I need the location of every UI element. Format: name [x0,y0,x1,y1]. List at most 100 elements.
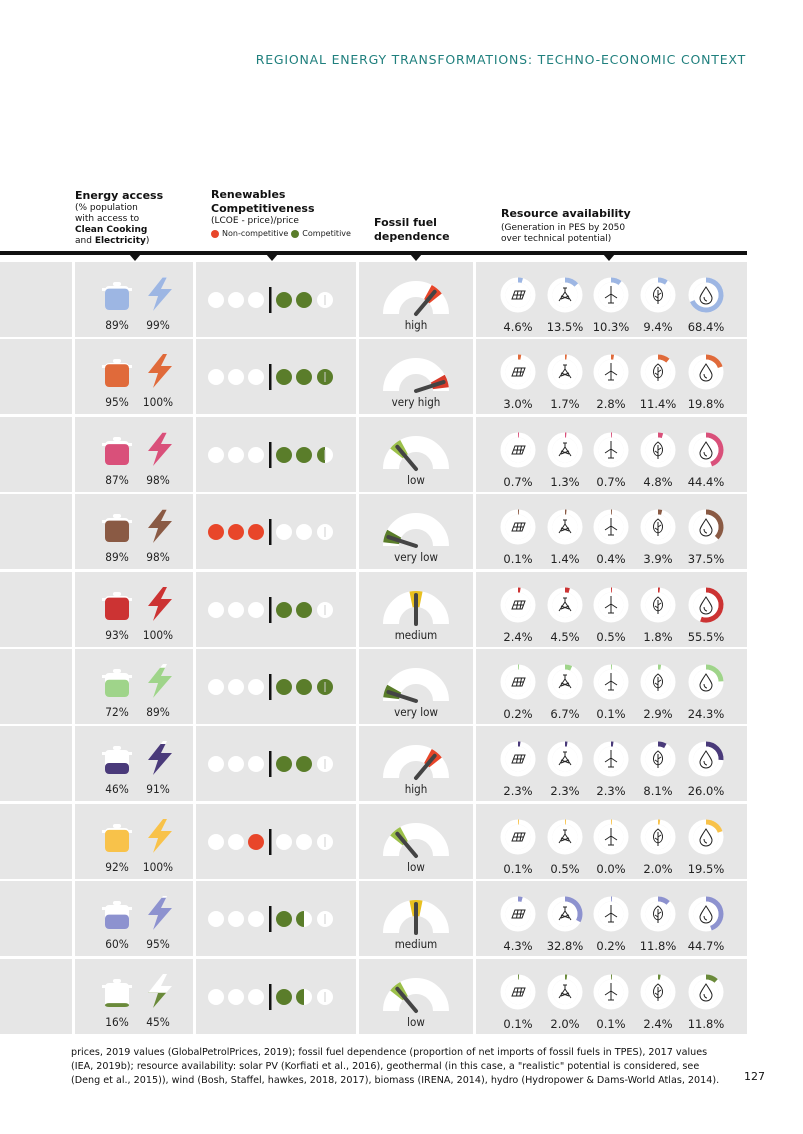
wind-turbine-icon [593,354,629,390]
competitive-dot [296,446,312,463]
competitive-dot [296,292,312,308]
resource-sub1: (Generation in PES by 2050 [501,223,626,233]
biomass-leaf-icon [640,664,676,700]
energy-access-sub6: ) [145,236,150,246]
table-row: 16% 45% low 0.1% 2.0% 0.1% 2.4% 11.8% [0,958,747,1034]
cooking-pot-icon [102,282,132,310]
resource-donuts: 4.6% 13.5% 10.3% 9.4% 68.4% [500,277,724,334]
cell-c0 [0,494,72,570]
cell-c4: 0.1% 2.0% 0.1% 2.4% 11.8% [476,958,747,1034]
cell-c0 [0,726,72,802]
resource-share-arc [517,277,523,284]
wind-turbine-icon [593,587,629,623]
resource-percent: 0.7% [503,475,532,489]
cell-c1: 89% 98% [75,494,193,570]
header-resource: Resource availability (Generation in PES… [501,207,631,245]
data-table: 89% 99% high 4.6% 13.5% 10.3% 9.4% 68.4% 95% 100%… [0,262,747,1036]
empty-dot [228,292,244,308]
resource-percent: 44.4% [688,475,725,489]
electricity-percent: 100% [142,627,174,642]
empty-dot [248,678,264,695]
resource-share-arc [689,277,724,313]
renewables-title2: Competitiveness [211,202,315,215]
hydro-drop-icon [688,819,724,855]
cooking-pot-icon [102,514,132,543]
energy-access-sub1: (% population [75,203,138,213]
solar-panel-icon [500,432,536,468]
cell-c1: 87% 98% [75,416,193,492]
dot-mark [324,759,326,770]
biomass-leaf-icon [640,974,676,1010]
cell-c2 [196,339,356,415]
cell-c2 [196,958,356,1034]
resource-share-arc [564,664,573,671]
resource-share-arc [700,587,724,623]
wind-turbine-icon [593,741,629,777]
cell-c0 [0,803,72,879]
cooking-percent: 95% [105,395,129,410]
resource-percent: 0.1% [503,862,532,876]
cooking-pot-icon [102,668,132,697]
empty-dot [248,292,264,308]
competitiveness-divider [269,828,272,855]
wind-turbine-icon [593,509,629,545]
fossil-dependence-label: medium [394,937,438,952]
cell-c1: 93% 100% [75,571,193,647]
energy-access-sub3: Clean Cooking [75,225,148,235]
fossil-dependence-label: low [407,472,425,487]
empty-dot [248,446,264,463]
resource-percent: 0.7% [596,475,625,489]
cell-c1: 16% 45% [75,958,193,1034]
resource-percent: 0.1% [596,707,625,721]
cooking-pot-icon [102,436,132,465]
competitiveness-dots [208,983,333,1010]
resource-percent: 2.3% [596,784,625,798]
competitiveness-dots [208,906,333,933]
resource-percent: 0.1% [596,1017,625,1031]
competitiveness-divider [269,983,272,1010]
geothermal-icon [547,896,583,932]
cell-c3: low [359,803,473,879]
cooking-pot-icon [102,359,132,388]
resource-percent: 1.4% [550,552,579,566]
empty-dot [208,601,224,618]
header-rule [0,251,747,255]
resource-percent: 0.1% [503,1017,532,1031]
fossil-dependence-label: low [407,859,425,874]
gauge-needle [414,754,437,781]
competitiveness-dots [208,519,333,546]
gauge-needle [414,380,446,394]
empty-dot [276,833,292,850]
table-row: 72% 89% very low 0.2% 6.7% 0.1% 2.9% 24.3% [0,648,747,724]
cooking-percent: 89% [105,318,129,332]
wind-turbine-icon [593,664,629,700]
resource-percent: 0.2% [503,707,532,721]
non-competitive-dot [248,833,264,850]
competitive-dot [296,756,312,773]
competitiveness-dots [208,364,333,391]
gauge-needle [386,689,418,703]
resource-percent: 4.8% [643,475,672,489]
cell-c2 [196,726,356,802]
resource-percent: 26.0% [688,784,725,798]
resource-percent: 2.8% [596,397,625,411]
resource-share-arc [705,974,718,983]
competitiveness-dots [208,596,333,623]
cell-c4: 0.1% 0.5% 0.0% 2.0% 19.5% [476,803,747,879]
electricity-bolt-icon [148,277,172,311]
hydro-drop-icon [688,277,724,313]
cell-c3: high [359,262,473,337]
cooking-pot-icon [102,901,132,930]
hydro-drop-icon [688,664,724,700]
cooking-pot-icon [102,746,132,775]
fossil-gauge [383,513,449,549]
resource-percent: 4.5% [550,630,579,644]
resource-donuts: 2.3% 2.3% 2.3% 8.1% 26.0% [500,741,725,798]
empty-dot [208,988,224,1005]
electricity-bolt-icon [148,741,172,776]
fossil-dependence-label: high [404,318,428,332]
solar-panel-icon [500,896,536,932]
header-fossil: Fossil fuel dependence [374,216,450,244]
pointer-resource-icon [603,254,615,261]
resource-share-arc [705,432,724,467]
